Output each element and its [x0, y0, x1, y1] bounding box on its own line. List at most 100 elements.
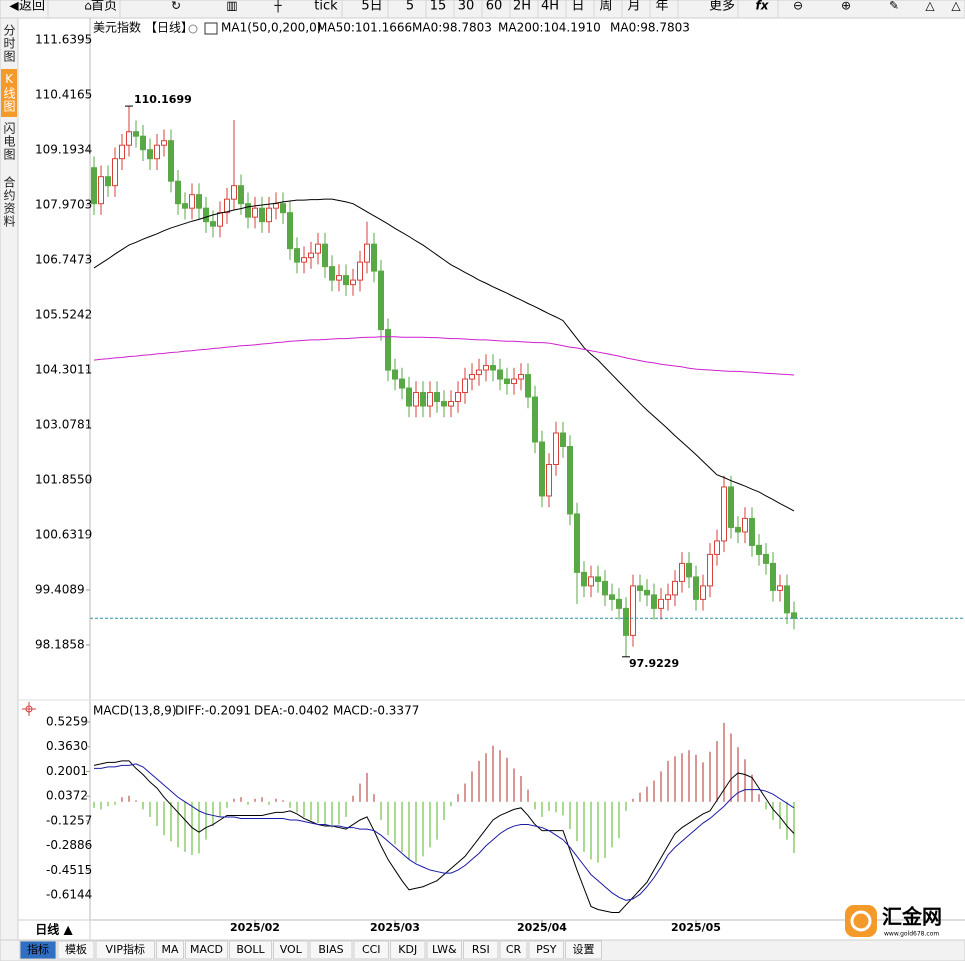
y-tick-label: 0.3630 — [46, 739, 88, 753]
sidebar-tab[interactable]: K线图 — [2, 72, 16, 113]
toolbar-button[interactable]: 返回 — [19, 0, 45, 14]
candle-body — [224, 198, 230, 214]
toolbar-icon[interactable]: ✎ — [889, 0, 899, 13]
indicator-tab[interactable]: 指标 — [27, 942, 49, 956]
toolbar-button[interactable]: 更多 — [709, 0, 735, 14]
indicator-tab-bg[interactable] — [229, 940, 272, 960]
toolbar-icon[interactable]: ⊕ — [841, 0, 851, 13]
toolbar-icon[interactable]: ↻ — [171, 0, 181, 13]
toolbar-button[interactable]: 首页 — [91, 0, 117, 14]
candle-body — [287, 212, 293, 250]
toolbar-icon[interactable]: △ — [925, 0, 935, 13]
candle-body — [700, 585, 706, 600]
sidebar-tab[interactable]: 闪电图 — [2, 122, 16, 161]
toolbar-button[interactable]: 30 — [458, 0, 475, 14]
toolbar-button[interactable]: 2H — [513, 0, 531, 14]
period-box[interactable] — [17, 919, 91, 941]
indicator-tab-bg[interactable] — [95, 940, 155, 960]
indicator-tab-bg[interactable] — [528, 940, 564, 960]
legend-icon — [188, 24, 198, 34]
indicator-tab[interactable]: BIAS — [318, 943, 343, 956]
logo-url: www.gold678.com — [884, 931, 939, 938]
indicator-tab-bg[interactable] — [463, 940, 499, 960]
candle-body — [175, 180, 181, 205]
candle-body — [252, 207, 258, 218]
legend-item: MA0:98.7803 — [610, 21, 690, 35]
toolbar-icon[interactable]: ┼ — [273, 0, 282, 13]
macd-icon — [22, 702, 36, 716]
candle-body — [623, 607, 629, 636]
indicator-tab[interactable]: 模板 — [65, 942, 87, 956]
y-tick-label: 100.6319 — [35, 527, 92, 541]
toolbar-icon[interactable]: ⌂ — [84, 0, 92, 13]
indicator-tab[interactable]: LW& — [432, 943, 457, 956]
indicator-tab[interactable]: VOL — [280, 943, 303, 956]
toolbar-button[interactable]: 日 — [571, 0, 584, 14]
candle-body — [455, 392, 461, 403]
candle-body — [518, 374, 524, 380]
indicator-tab[interactable]: VIP指标 — [106, 942, 145, 956]
indicator-tab-bg[interactable] — [273, 940, 309, 960]
indicator-tab-bg[interactable] — [565, 940, 602, 960]
indicator-tab-bg[interactable] — [499, 940, 528, 960]
candle-body — [140, 135, 146, 151]
candle-body — [490, 365, 496, 371]
toolbar-icon[interactable]: ▥ — [226, 0, 237, 13]
indicator-tab-bg[interactable] — [57, 940, 95, 960]
toolbar-button[interactable]: 4H — [541, 0, 559, 14]
toolbar-button[interactable]: 60 — [486, 0, 503, 14]
toolbar-icon[interactable]: ⊖ — [793, 0, 803, 13]
indicator-tab-bg[interactable] — [353, 940, 389, 960]
y-tick-label: -0.6144 — [46, 887, 92, 901]
high-label: 110.1699 — [134, 93, 192, 106]
toolbar-button[interactable]: 5日 — [361, 0, 382, 14]
indicator-tab-bg[interactable] — [156, 940, 184, 960]
period-button[interactable]: 日线 ▲ — [35, 922, 73, 937]
candle-body — [735, 526, 741, 533]
indicator-tab[interactable]: CR — [506, 943, 522, 956]
candle-body — [728, 486, 734, 528]
candle-body — [357, 261, 363, 281]
indicator-tab[interactable]: KDJ — [398, 943, 417, 956]
y-tick-label: 0.2001 — [46, 764, 88, 778]
toolbar-button[interactable]: 周 — [599, 0, 612, 14]
indicator-tab[interactable]: MACD — [190, 943, 223, 956]
candle-body — [504, 378, 510, 385]
toolbar-button[interactable]: tick — [314, 0, 338, 14]
candle-body — [238, 185, 244, 205]
candle-body — [749, 517, 755, 546]
candle-body — [392, 369, 398, 380]
indicator-tab-bg[interactable] — [426, 940, 462, 960]
toolbar-icon[interactable]: ◀ — [9, 0, 19, 13]
sidebar-tab[interactable]: 合约资料 — [2, 175, 16, 228]
indicator-tab[interactable]: MA — [161, 943, 178, 956]
candle-body — [308, 252, 314, 259]
candle-body — [546, 463, 552, 497]
toolbar-icon[interactable]: △ — [951, 0, 961, 13]
indicator-tab-bg[interactable] — [309, 940, 353, 960]
indicator-tab[interactable]: CCI — [362, 943, 381, 956]
candle-body — [350, 279, 356, 286]
toolbar-button[interactable]: 15 — [430, 0, 447, 14]
x-tick-label: 2025/04 — [517, 921, 567, 934]
sidebar-tab[interactable]: 分时图 — [2, 24, 16, 63]
toolbar-button[interactable]: 5 — [406, 0, 414, 14]
candle-body — [574, 513, 580, 573]
indicator-tab[interactable]: PSY — [536, 943, 557, 956]
macd-line — [94, 763, 795, 901]
indicator-tab-bg[interactable] — [185, 940, 228, 960]
toolbar-button[interactable]: fx — [756, 0, 770, 13]
sidebar-tab-active — [1, 69, 17, 117]
indicator-tab-bg[interactable] — [390, 940, 426, 960]
toolbar-button[interactable]: 年 — [655, 0, 668, 14]
candle-body — [119, 144, 125, 160]
candle-body — [231, 185, 237, 200]
toolbar-button[interactable]: 月 — [627, 0, 640, 14]
y-tick-label: 106.7473 — [35, 253, 92, 267]
indicator-tab[interactable]: 设置 — [573, 943, 595, 956]
indicator-tab[interactable]: RSI — [472, 943, 490, 956]
indicator-tab-bg[interactable] — [19, 940, 57, 960]
indicator-tab[interactable]: BOLL — [236, 943, 265, 956]
y-tick-label: -0.2886 — [46, 838, 92, 852]
candle-body — [616, 598, 622, 609]
